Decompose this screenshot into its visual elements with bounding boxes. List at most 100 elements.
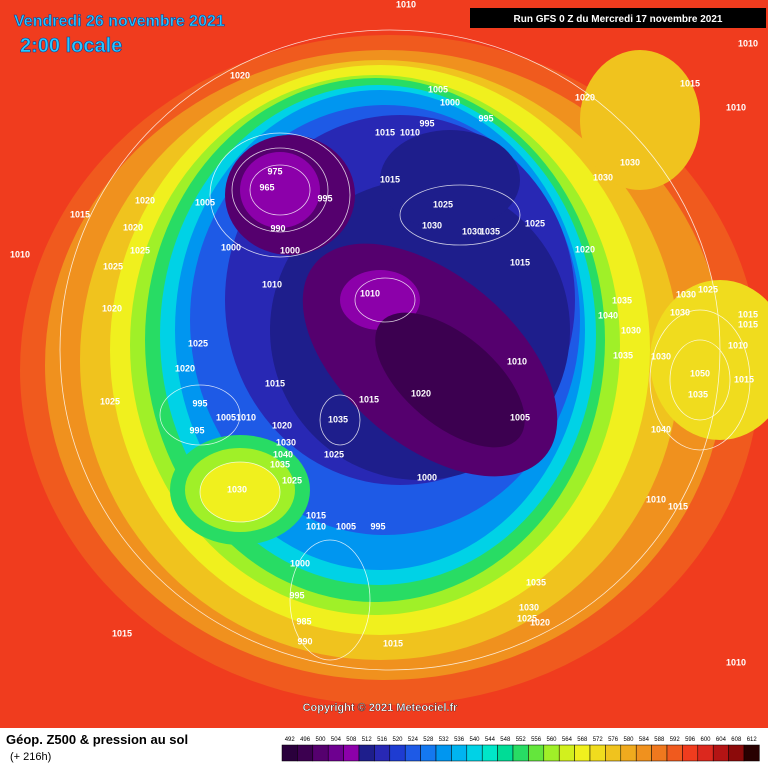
scale-label: 520	[392, 737, 403, 743]
pressure-label: 1020	[135, 195, 155, 205]
scale-swatch	[297, 744, 314, 762]
lead-time: (+ 216h)	[10, 751, 51, 763]
pressure-label: 1015	[112, 628, 132, 638]
pressure-label: 1010	[396, 0, 416, 9]
pressure-label: 1025	[188, 338, 208, 348]
pressure-label: 1010	[726, 102, 746, 112]
scale-swatch	[343, 744, 360, 762]
scale-swatch	[466, 744, 483, 762]
pressure-label: 1025	[698, 284, 718, 294]
scale-swatch	[589, 744, 606, 762]
pressure-label: 1015	[375, 127, 395, 137]
run-info: Run GFS 0 Z du Mercredi 17 novembre 2021	[514, 14, 723, 25]
pressure-label: 1015	[380, 174, 400, 184]
pressure-label: 1010	[646, 494, 666, 504]
scale-label: 532	[439, 737, 450, 743]
pressure-label: 1020	[175, 363, 195, 373]
scale-label: 516	[377, 737, 388, 743]
pressure-label: 1035	[612, 295, 632, 305]
pressure-label: 1015	[306, 510, 326, 520]
pressure-label: 1025	[525, 218, 545, 228]
pressure-label: 1015	[738, 319, 758, 329]
pressure-label: 1030	[422, 220, 442, 230]
scale-swatch	[512, 744, 529, 762]
scale-swatch	[712, 744, 729, 762]
pressure-label: 1015	[734, 374, 754, 384]
pressure-label: 1030	[227, 484, 247, 494]
pressure-label: 1025	[130, 245, 150, 255]
pressure-label: 1010	[728, 340, 748, 350]
scale-label: 512	[362, 737, 373, 743]
scale-label: 588	[654, 737, 665, 743]
scale-label: 500	[315, 737, 326, 743]
scale-label: 504	[331, 737, 342, 743]
scale-swatch	[697, 744, 714, 762]
pressure-label: 1000	[417, 472, 437, 482]
scale-swatch	[728, 744, 745, 762]
pressure-label: 1025	[433, 199, 453, 209]
pressure-label: 1035	[480, 226, 500, 236]
pressure-label: 1005	[428, 84, 448, 94]
scale-swatch	[358, 744, 375, 762]
pressure-label: 1035	[688, 389, 708, 399]
scale-label: 600	[700, 737, 711, 743]
scale-label: 604	[716, 737, 727, 743]
scale-swatch	[620, 744, 637, 762]
scale-swatch	[528, 744, 545, 762]
scale-label: 524	[408, 737, 419, 743]
scale-swatch	[327, 744, 344, 762]
pressure-label: 1015	[680, 78, 700, 88]
scale-swatch	[682, 744, 699, 762]
pressure-label: 1020	[575, 92, 595, 102]
pressure-label: 1000	[440, 97, 460, 107]
pressure-label: 1030	[620, 157, 640, 167]
pressure-label: 995	[189, 425, 204, 435]
pressure-label: 1030	[651, 351, 671, 361]
pressure-label: 1020	[230, 70, 250, 80]
pressure-label: 1040	[651, 424, 671, 434]
run-box	[470, 8, 766, 28]
pressure-label: 995	[317, 193, 332, 203]
pressure-label: 1020	[575, 244, 595, 254]
scale-label: 528	[423, 737, 434, 743]
pressure-label: 1030	[519, 602, 539, 612]
pressure-label: 1030	[593, 172, 613, 182]
pressure-label: 1005	[510, 412, 530, 422]
pressure-label: 1010	[262, 279, 282, 289]
color-scale: 492 496 500 504 508 512 516 520 524 528 532 536 540 5…	[281, 737, 760, 762]
scale-swatch	[605, 744, 622, 762]
scale-label: 612	[747, 737, 758, 743]
pressure-label: 1030	[621, 325, 641, 335]
pressure-label: 1030	[670, 307, 690, 317]
scale-swatch	[451, 744, 468, 762]
scale-label: 584	[639, 737, 650, 743]
pressure-label: 1035	[526, 577, 546, 587]
scale-swatch	[281, 744, 298, 762]
pressure-label: 1015	[359, 394, 379, 404]
pressure-label: 1025	[103, 261, 123, 271]
scale-swatch	[435, 744, 452, 762]
scale-swatch	[481, 744, 498, 762]
scale-label: 544	[485, 737, 496, 743]
scale-label: 572	[593, 737, 604, 743]
scale-label: 592	[670, 737, 681, 743]
pressure-label: 1020	[272, 420, 292, 430]
scale-swatch	[420, 744, 437, 762]
pressure-label: 1015	[265, 378, 285, 388]
pressure-label: 1000	[290, 558, 310, 568]
pressure-label: 1000	[221, 242, 241, 252]
pressure-label: 1025	[100, 396, 120, 406]
pressure-label: 1030	[676, 289, 696, 299]
pressure-label: 995	[419, 118, 434, 128]
pressure-label: 965	[259, 182, 274, 192]
scale-label: 496	[300, 737, 311, 743]
scale-label: 576	[608, 737, 619, 743]
pressure-label: 1035	[328, 414, 348, 424]
scale-swatch	[312, 744, 329, 762]
pressure-label: 1015	[510, 257, 530, 267]
scale-label: 552	[516, 737, 527, 743]
scale-label: 540	[469, 737, 480, 743]
footer-title: Géop. Z500 & pression au sol	[6, 732, 188, 747]
scale-label: 568	[577, 737, 588, 743]
scale-label: 556	[531, 737, 542, 743]
